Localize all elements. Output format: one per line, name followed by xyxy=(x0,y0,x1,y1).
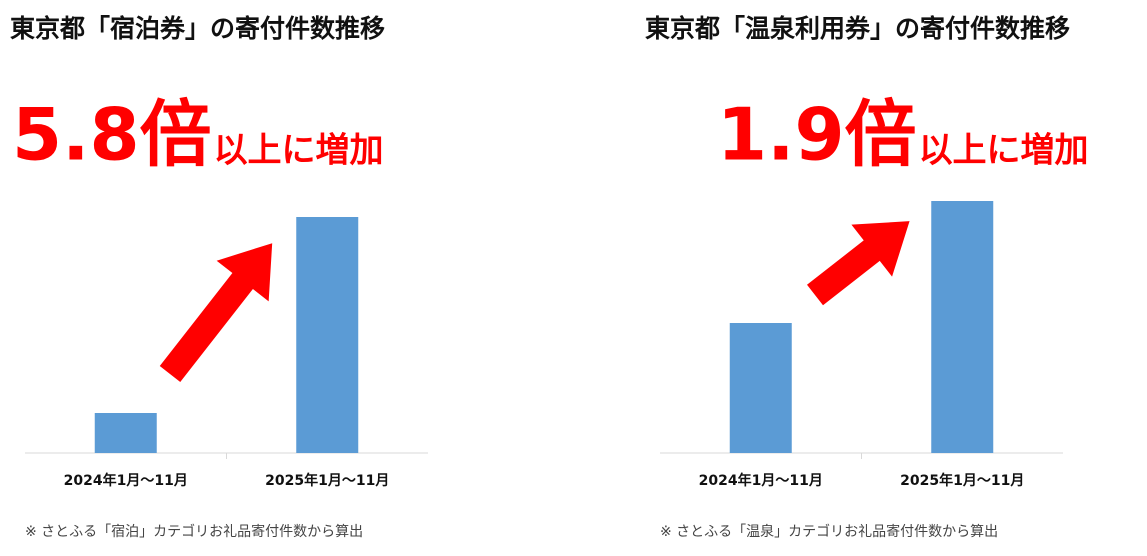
chart: 東京都「温泉利用券」の寄付件数推移 1.9倍 以上に増加 2024年1月～11月 202… xyxy=(645,14,1089,540)
headline-text: 以上に増加 xyxy=(214,131,384,171)
x-tick-label: 2024年1月～11月 xyxy=(64,472,188,489)
footnote: ※ さとふる「宿泊」カテゴリお礼品寄付件数から算出 xyxy=(25,523,363,540)
headline-text: 以上に増加 xyxy=(919,131,1089,171)
chart: 東京都「宿泊券」の寄付件数推移 5.8倍 以上に増加 2024年1月～11月 2025年… xyxy=(10,14,428,540)
bar xyxy=(94,413,157,453)
bar xyxy=(931,201,994,453)
x-tick-label: 2024年1月～11月 xyxy=(699,472,823,489)
bar xyxy=(296,217,359,453)
headline-number: 5.8倍 xyxy=(12,93,212,177)
headline-number: 1.9倍 xyxy=(717,93,917,177)
arrow xyxy=(159,243,273,383)
chart-title: 東京都「温泉利用券」の寄付件数推移 xyxy=(645,14,1070,43)
x-tick-label: 2025年1月～11月 xyxy=(265,472,389,489)
chart-title: 東京都「宿泊券」の寄付件数推移 xyxy=(10,14,385,43)
footnote: ※ さとふる「温泉」カテゴリお礼品寄付件数から算出 xyxy=(660,523,998,540)
x-tick-label: 2025年1月～11月 xyxy=(900,472,1024,489)
arrow xyxy=(806,221,910,306)
bar xyxy=(729,323,792,453)
